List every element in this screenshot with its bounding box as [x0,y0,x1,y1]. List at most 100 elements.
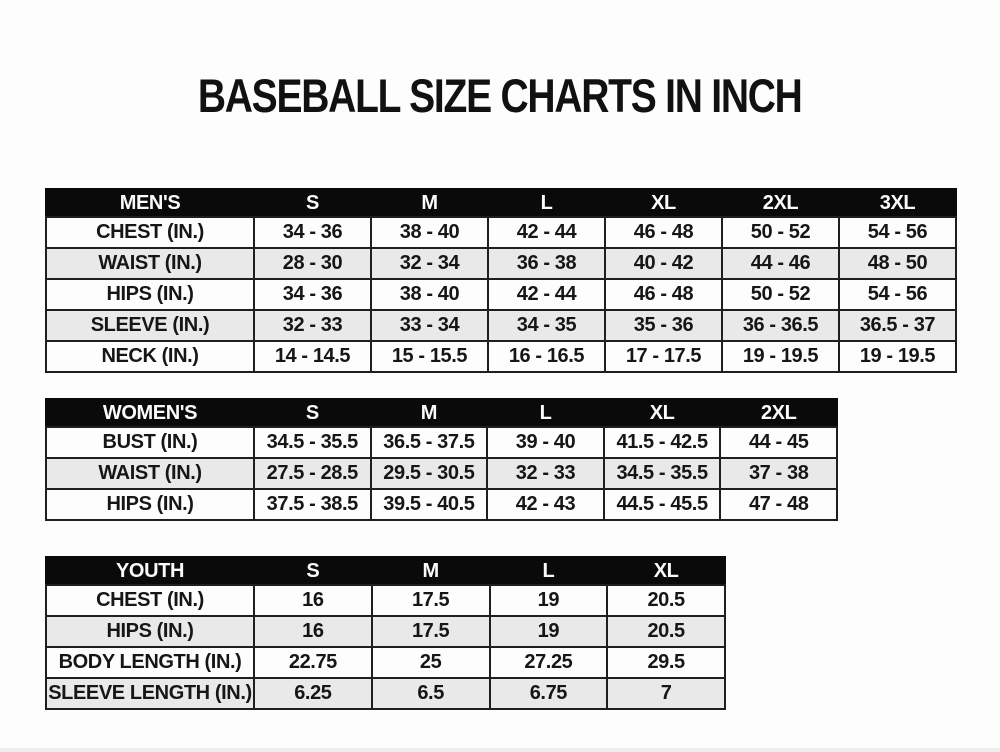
size-value-cell: 15 - 15.5 [370,340,489,373]
measurement-label: HIPS (IN.) [45,278,255,311]
size-value-cell: 22.75 [253,646,373,679]
size-value-cell: 44.5 - 45.5 [602,488,722,521]
size-value-cell: 37.5 - 38.5 [253,488,372,521]
size-value-cell: 14 - 14.5 [253,340,372,373]
size-value-cell: 50 - 52 [721,216,840,249]
measurement-row: WAIST (IN.) 28 - 30 32 - 34 36 - 38 40 - 42 4… [45,247,957,280]
size-value-cell: 16 [253,615,373,648]
youth-size-table-section: YOUTH S M L XL CHEST (IN.) 16 17.5 19 20.5 HIPS (I… [45,556,726,710]
size-value-cell: 19 [488,584,609,617]
size-column-header: S [253,188,372,218]
measurement-row: HIPS (IN.) 16 17.5 19 20.5 [45,615,726,648]
size-value-cell: 17.5 [370,615,491,648]
size-value-cell: 46 - 48 [604,216,723,249]
womens-group-label: WOMEN'S [45,398,255,428]
size-column-header: M [369,398,489,428]
measurement-label: NECK (IN.) [45,340,255,373]
size-value-cell: 17.5 [370,584,491,617]
measurement-label: CHEST (IN.) [45,216,255,249]
measurement-row: WAIST (IN.) 27.5 - 28.5 29.5 - 30.5 32 - 33… [45,457,838,490]
size-value-cell: 47 - 48 [719,488,838,521]
size-value-cell: 35 - 36 [604,309,723,342]
size-value-cell: 16 - 16.5 [487,340,606,373]
size-value-cell: 34 - 35 [487,309,606,342]
size-value-cell: 32 - 33 [486,457,605,490]
size-value-cell: 38 - 40 [370,278,489,311]
mens-size-table-section: MEN'S S M L XL 2XL 3XL CHEST (IN.) 34 - 36 38 - 4… [45,188,957,373]
youth-table-body: CHEST (IN.) 16 17.5 19 20.5 HIPS (IN.) 16 17.5 1… [45,584,726,710]
size-value-cell: 44 - 45 [719,426,838,459]
size-value-cell: 34.5 - 35.5 [253,426,372,459]
youth-group-label: YOUTH [45,556,255,586]
bottom-edge-divider [0,748,1000,752]
size-column-header: XL [604,188,723,218]
size-value-cell: 36 - 38 [487,247,606,280]
size-value-cell: 36.5 - 37.5 [369,426,489,459]
size-column-header: S [253,398,372,428]
size-value-cell: 17 - 17.5 [604,340,723,373]
measurement-row: HIPS (IN.) 34 - 36 38 - 40 42 - 44 46 - 48 50… [45,278,957,311]
measurement-row: BUST (IN.) 34.5 - 35.5 36.5 - 37.5 39 - 40 4… [45,426,838,459]
measurement-label: SLEEVE (IN.) [45,309,255,342]
size-column-header: M [370,188,489,218]
header-row: MEN'S S M L XL 2XL 3XL [45,188,957,218]
size-value-cell: 50 - 52 [721,278,840,311]
mens-table-header: MEN'S S M L XL 2XL 3XL [45,188,957,218]
size-value-cell: 54 - 56 [838,216,957,249]
size-value-cell: 42 - 43 [486,488,605,521]
measurement-row: HIPS (IN.) 37.5 - 38.5 39.5 - 40.5 42 - 43 4… [45,488,838,521]
youth-size-table: YOUTH S M L XL CHEST (IN.) 16 17.5 19 20.5 HIPS (I… [45,556,726,710]
womens-table-header: WOMEN'S S M L XL 2XL [45,398,838,428]
size-value-cell: 34 - 36 [253,278,372,311]
size-value-cell: 54 - 56 [838,278,957,311]
size-value-cell: 19 - 19.5 [721,340,840,373]
size-value-cell: 33 - 34 [370,309,489,342]
size-column-header: L [487,188,606,218]
womens-size-table: WOMEN'S S M L XL 2XL BUST (IN.) 34.5 - 35.5 36.5… [45,398,838,521]
measurement-label: BODY LENGTH (IN.) [45,646,255,679]
page-title: BASEBALL SIZE CHARTS IN INCH [0,72,1000,119]
size-column-header: 2XL [721,188,840,218]
size-value-cell: 42 - 44 [487,278,606,311]
size-value-cell: 32 - 34 [370,247,489,280]
measurement-label: BUST (IN.) [45,426,255,459]
size-value-cell: 36.5 - 37 [838,309,957,342]
page-title-text: BASEBALL SIZE CHARTS IN INCH [198,69,803,122]
mens-group-label: MEN'S [45,188,255,218]
size-value-cell: 27.5 - 28.5 [253,457,372,490]
size-value-cell: 7 [606,677,726,710]
size-value-cell: 38 - 40 [370,216,489,249]
size-column-header: M [370,556,491,586]
size-column-header: XL [606,556,726,586]
measurement-label: CHEST (IN.) [45,584,255,617]
measurement-row: SLEEVE LENGTH (IN.) 6.25 6.5 6.75 7 [45,677,726,710]
size-value-cell: 32 - 33 [253,309,372,342]
size-value-cell: 6.5 [370,677,491,710]
womens-table-body: BUST (IN.) 34.5 - 35.5 36.5 - 37.5 39 - 40 4… [45,426,838,521]
size-value-cell: 27.25 [488,646,609,679]
size-value-cell: 29.5 - 30.5 [369,457,489,490]
size-column-header: S [253,556,373,586]
size-column-header: L [486,398,605,428]
size-value-cell: 44 - 46 [721,247,840,280]
size-value-cell: 46 - 48 [604,278,723,311]
size-value-cell: 25 [370,646,491,679]
size-value-cell: 37 - 38 [719,457,838,490]
mens-size-table: MEN'S S M L XL 2XL 3XL CHEST (IN.) 34 - 36 38 - 4… [45,188,957,373]
measurement-row: CHEST (IN.) 34 - 36 38 - 40 42 - 44 46 - 48 5… [45,216,957,249]
measurement-label: HIPS (IN.) [45,615,255,648]
size-value-cell: 6.75 [488,677,609,710]
size-value-cell: 34.5 - 35.5 [602,457,722,490]
size-value-cell: 36 - 36.5 [721,309,840,342]
size-value-cell: 20.5 [606,615,726,648]
size-value-cell: 16 [253,584,373,617]
size-value-cell: 41.5 - 42.5 [602,426,722,459]
measurement-label: HIPS (IN.) [45,488,255,521]
size-column-header: L [488,556,609,586]
size-value-cell: 19 [488,615,609,648]
size-column-header: 2XL [719,398,838,428]
header-row: YOUTH S M L XL [45,556,726,586]
size-value-cell: 20.5 [606,584,726,617]
size-value-cell: 40 - 42 [604,247,723,280]
